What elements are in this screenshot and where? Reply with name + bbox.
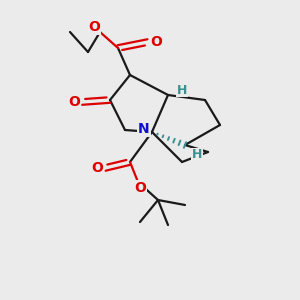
Text: O: O <box>134 181 146 195</box>
Text: N: N <box>138 122 150 136</box>
Text: O: O <box>68 95 80 109</box>
Text: H: H <box>177 83 187 97</box>
Text: H: H <box>192 148 202 161</box>
Text: O: O <box>88 20 100 34</box>
Text: O: O <box>91 161 103 175</box>
Text: O: O <box>150 35 162 49</box>
